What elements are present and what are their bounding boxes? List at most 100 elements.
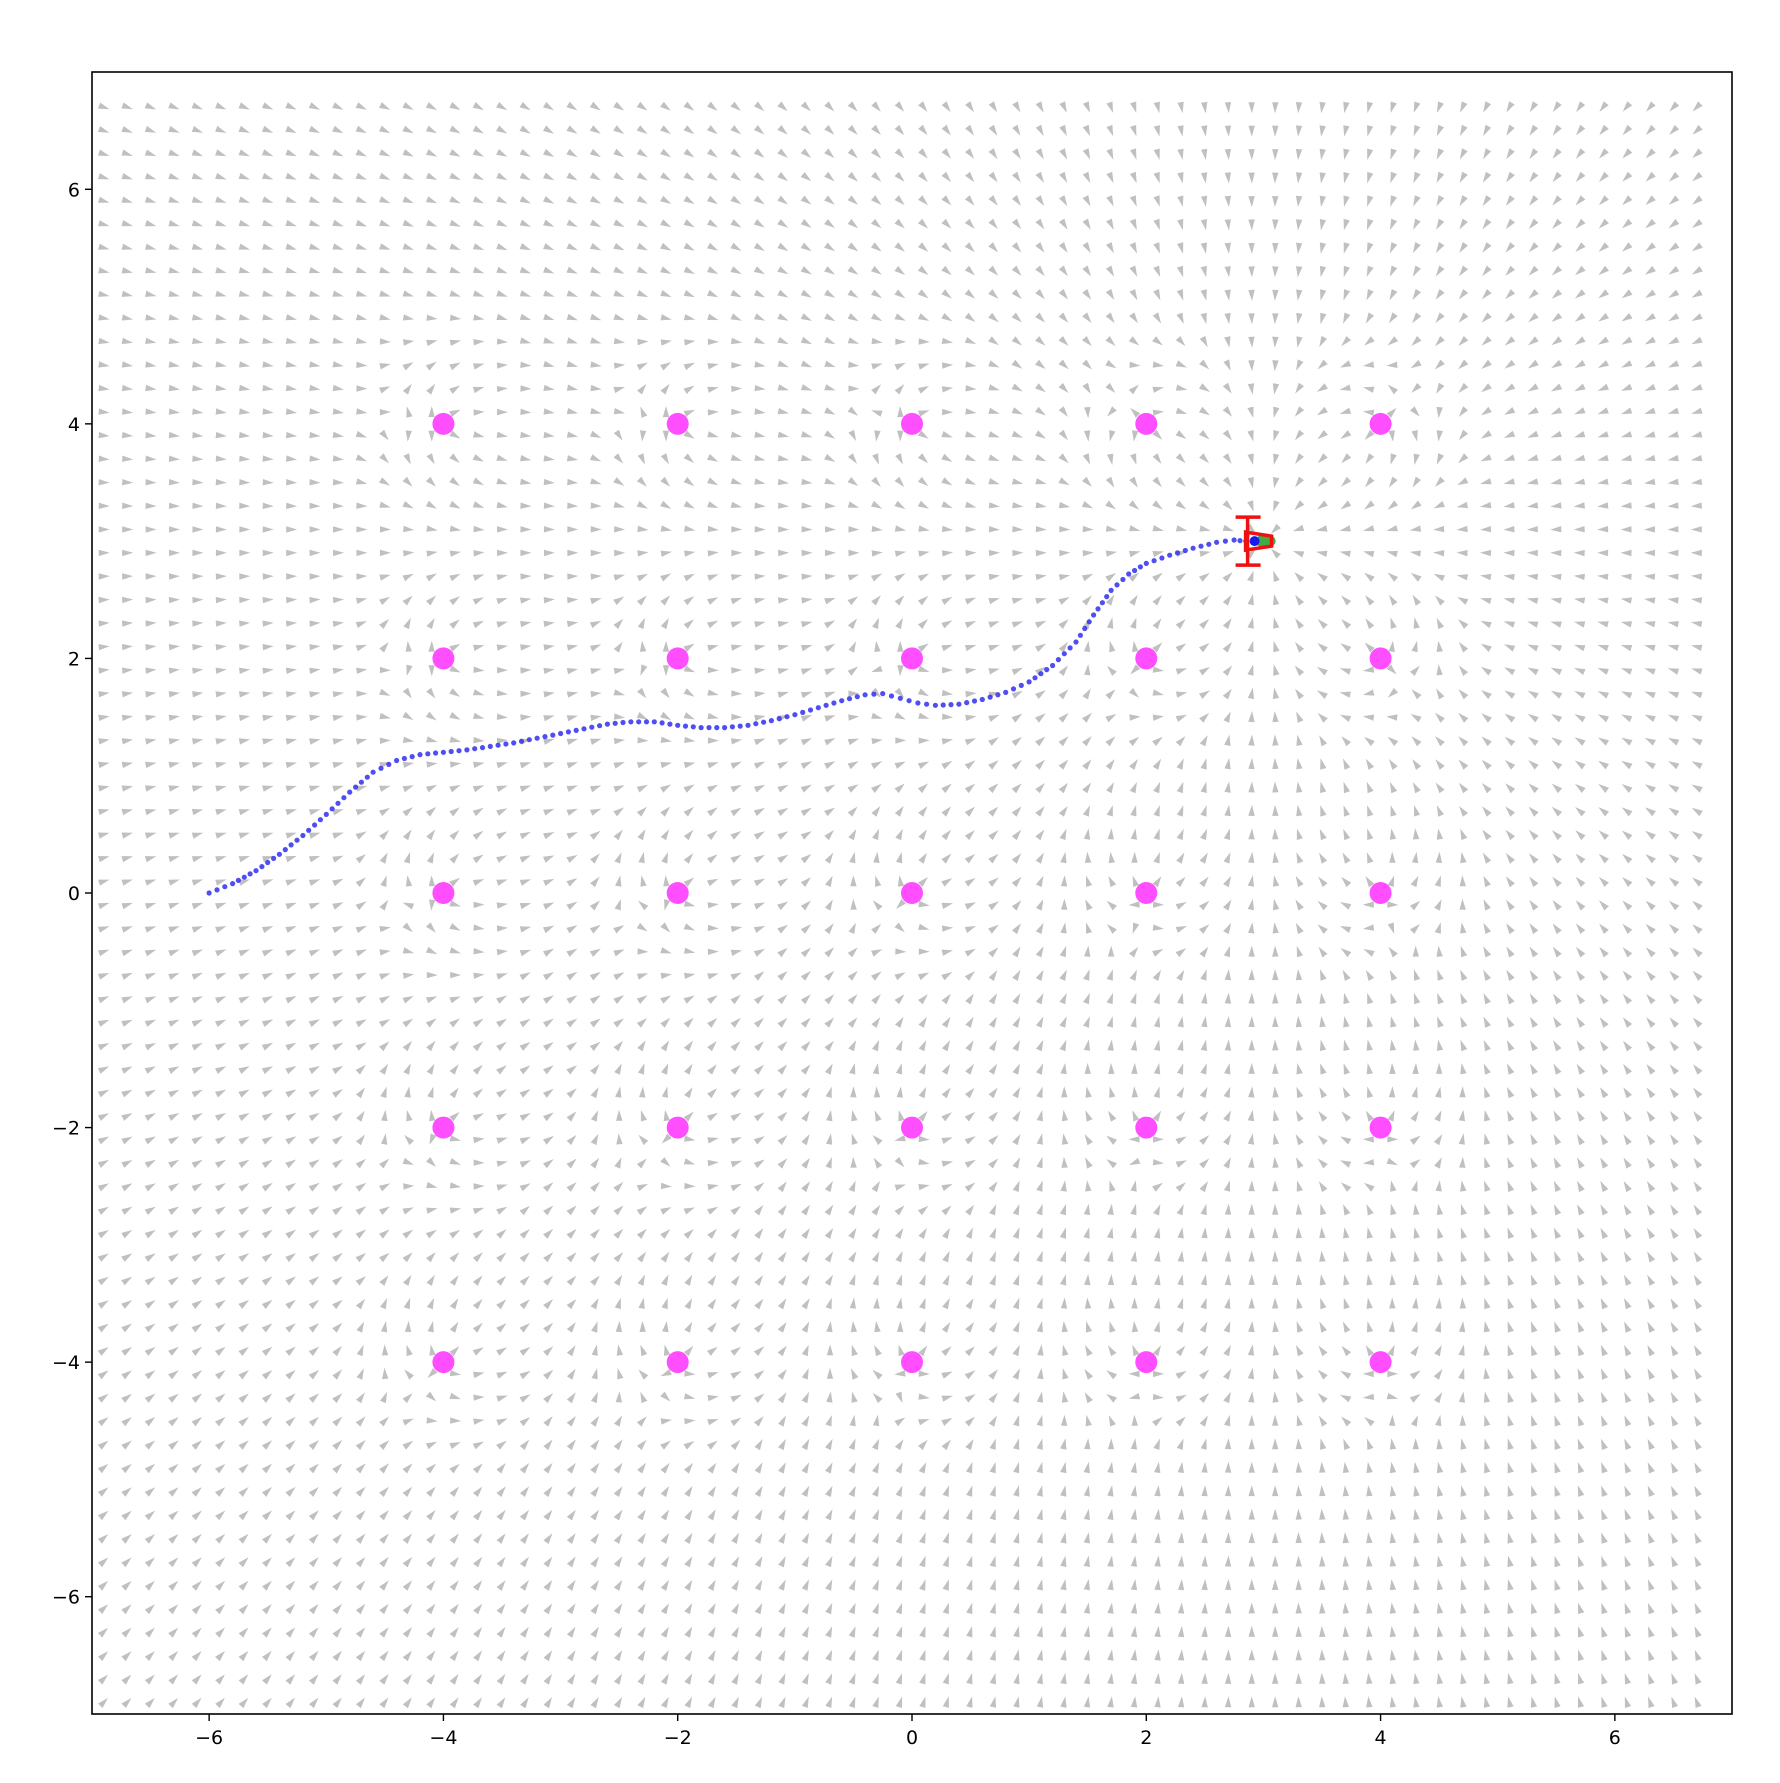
field-arrow — [379, 1556, 389, 1568]
field-arrow — [850, 1320, 858, 1333]
field-arrow — [566, 1368, 576, 1380]
field-arrow — [1224, 758, 1231, 770]
field-arrow — [637, 1650, 646, 1662]
obstacle-point — [901, 1351, 923, 1374]
field-arrow — [1366, 1039, 1373, 1051]
field-arrow — [1482, 195, 1492, 207]
field-arrow — [1413, 1555, 1420, 1567]
field-arrow — [262, 290, 274, 297]
field-arrow — [1152, 386, 1164, 393]
field-arrow — [1623, 1063, 1632, 1075]
field-arrow — [1036, 1672, 1043, 1685]
field-arrow — [1646, 1087, 1656, 1099]
field-arrow — [1319, 1016, 1326, 1028]
field-arrow — [1105, 288, 1115, 300]
field-arrow — [566, 1392, 576, 1404]
field-arrow — [730, 925, 743, 933]
field-arrow — [332, 1557, 343, 1568]
field-arrow — [215, 1604, 226, 1615]
field-arrow — [566, 925, 578, 934]
field-arrow — [965, 408, 977, 415]
field-arrow — [1410, 1110, 1419, 1122]
trajectory-point — [1206, 541, 1212, 547]
field-arrow — [97, 1370, 109, 1380]
field-arrow — [215, 761, 227, 769]
field-arrow — [895, 1626, 903, 1638]
trajectory-point — [409, 754, 415, 760]
field-arrow — [1175, 691, 1188, 698]
field-arrow — [1339, 1394, 1352, 1403]
field-arrow — [1505, 242, 1516, 253]
field-arrow — [941, 218, 952, 229]
field-arrow — [1456, 525, 1468, 533]
field-arrow — [1365, 618, 1375, 630]
field-arrow — [1199, 735, 1208, 747]
field-arrow — [1011, 621, 1024, 628]
field-arrow — [918, 712, 930, 719]
field-arrow — [1436, 1532, 1444, 1544]
field-arrow — [97, 1627, 109, 1638]
field-arrow — [988, 454, 1000, 461]
field-arrow — [543, 243, 555, 251]
field-arrow — [309, 455, 321, 462]
field-arrow — [777, 1181, 787, 1193]
field-arrow — [1153, 195, 1160, 207]
trajectory-point — [386, 761, 392, 768]
field-arrow — [707, 1275, 717, 1286]
field-arrow — [1058, 782, 1069, 794]
trajectory-point — [915, 700, 921, 706]
field-arrow — [1506, 993, 1515, 1005]
field-arrow — [894, 1439, 904, 1451]
field-arrow — [1459, 242, 1468, 253]
field-arrow — [1388, 1086, 1396, 1098]
field-arrow — [1083, 1461, 1090, 1474]
field-arrow — [97, 1043, 110, 1051]
field-arrow — [121, 1113, 133, 1121]
field-arrow — [590, 1157, 600, 1169]
field-arrow — [1694, 1438, 1702, 1451]
field-arrow — [1506, 148, 1515, 160]
field-arrow — [191, 972, 203, 980]
field-arrow — [1176, 1086, 1185, 1099]
field-arrow — [824, 899, 833, 911]
field-arrow — [1691, 644, 1703, 651]
obstacle-point — [666, 1351, 689, 1374]
field-arrow — [355, 1229, 367, 1239]
field-arrow — [566, 360, 579, 368]
field-arrow — [1460, 1696, 1467, 1708]
field-arrow — [918, 1228, 927, 1239]
field-arrow — [777, 924, 789, 934]
field-arrow — [1012, 549, 1024, 557]
field-arrow — [777, 1041, 788, 1052]
field-arrow — [824, 620, 836, 629]
field-arrow — [1598, 853, 1609, 864]
field-arrow — [308, 1463, 319, 1474]
field-arrow — [1531, 1415, 1538, 1427]
field-arrow — [121, 879, 133, 886]
field-arrow — [543, 1065, 554, 1075]
field-arrow — [590, 407, 602, 415]
field-arrow — [919, 1508, 926, 1521]
field-arrow — [1620, 526, 1632, 533]
trajectory-point — [448, 748, 454, 755]
field-arrow — [261, 1323, 273, 1333]
field-arrow — [613, 243, 625, 251]
field-arrow — [425, 1463, 437, 1474]
field-arrow — [97, 1674, 108, 1685]
field-arrow — [1036, 1555, 1043, 1567]
field-arrow — [1177, 148, 1184, 160]
field-arrow — [98, 761, 110, 769]
field-arrow — [1152, 312, 1162, 324]
field-arrow — [1691, 407, 1703, 414]
field-arrow — [1058, 689, 1069, 700]
field-arrow — [1058, 736, 1069, 747]
field-arrow — [1554, 1649, 1561, 1661]
field-arrow — [168, 809, 180, 816]
field-arrow — [1597, 549, 1609, 557]
field-arrow — [1153, 781, 1161, 794]
field-arrow — [543, 1650, 553, 1662]
field-arrow — [426, 550, 438, 557]
field-arrow — [874, 1321, 881, 1333]
field-arrow — [1106, 218, 1114, 230]
field-arrow — [332, 1463, 343, 1474]
